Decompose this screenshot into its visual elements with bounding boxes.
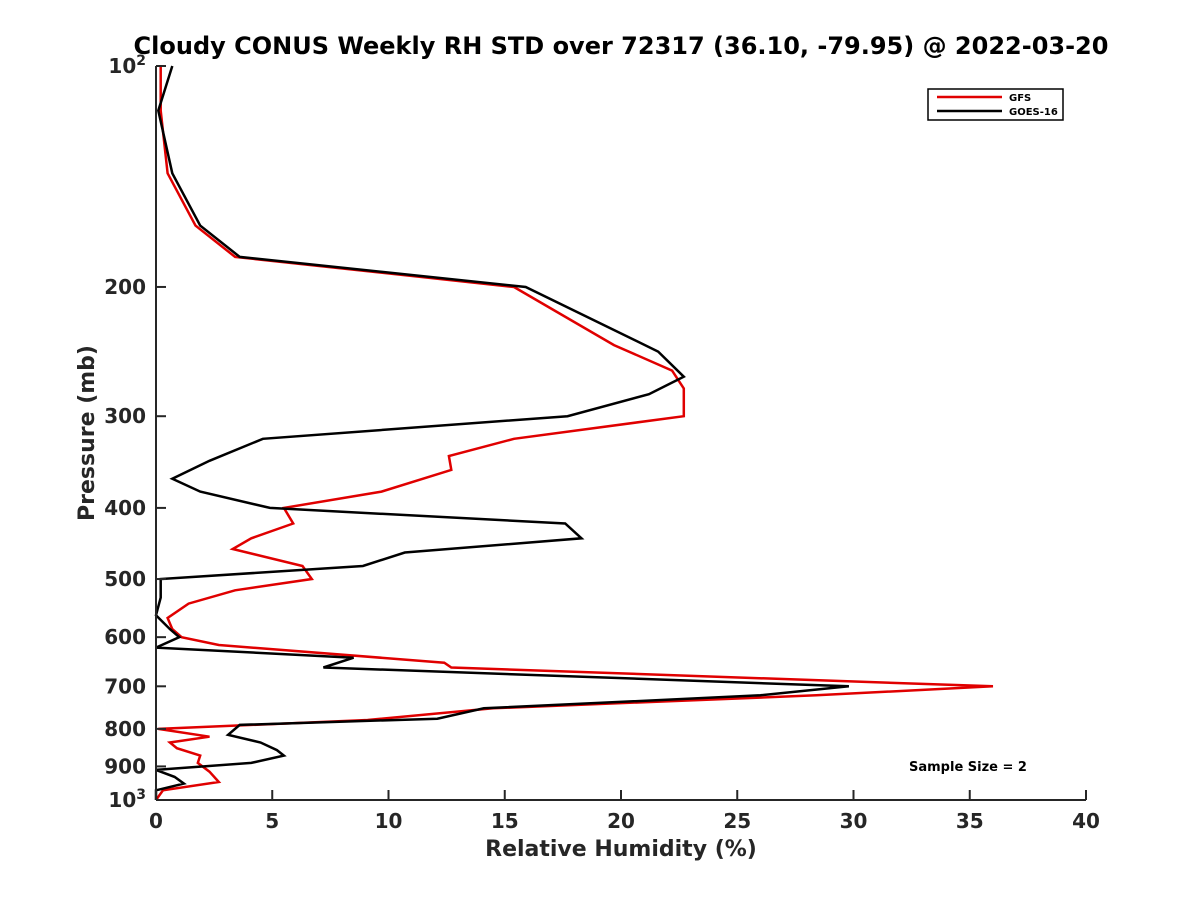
y-tick-label: 200 [104, 275, 146, 299]
x-tick-label: 5 [265, 809, 279, 833]
y-tick-label: 300 [104, 404, 146, 428]
legend-label-goes16: GOES-16 [1009, 107, 1058, 118]
x-tick-label: 35 [956, 809, 984, 833]
x-tick-label: 20 [607, 809, 635, 833]
y-tick-label: 900 [104, 754, 146, 778]
y-tick-label: 800 [104, 717, 146, 741]
x-tick-label: 15 [491, 809, 519, 833]
y-tick-label: 400 [104, 496, 146, 520]
x-axis-label: Relative Humidity (%) [485, 837, 757, 862]
x-tick-label: 0 [149, 809, 163, 833]
x-tick-label: 10 [375, 809, 403, 833]
series-line-goes16 [154, 65, 850, 800]
x-tick-label: 30 [840, 809, 868, 833]
legend-box [927, 88, 1064, 121]
legend-label-gfs: GFS [1009, 93, 1031, 104]
series-layer [154, 65, 994, 801]
y-tick-label: 700 [104, 674, 146, 698]
series-line-gfs [154, 66, 994, 801]
x-tick-label: 25 [723, 809, 751, 833]
x-tick-label: 40 [1072, 809, 1100, 833]
legend: GFS GOES-16 [927, 88, 1064, 121]
y-tick-label: 600 [104, 625, 146, 649]
y-axis-label: Pressure (mb) [75, 345, 100, 521]
y-tick-label: 500 [104, 567, 146, 591]
x-ticks: 0 5 10 15 20 25 30 35 40 [149, 790, 1100, 833]
sample-size-annotation: Sample Size = 2 [909, 760, 1027, 775]
chart-title: Cloudy CONUS Weekly RH STD over 72317 (3… [134, 32, 1109, 60]
